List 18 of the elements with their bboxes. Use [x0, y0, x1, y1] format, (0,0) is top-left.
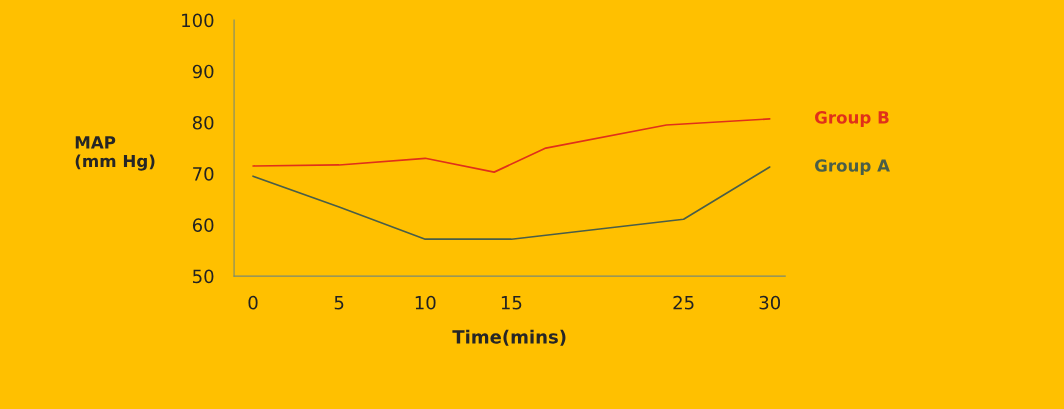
x-tick-label: 25 — [673, 295, 694, 310]
x-tick-label: 0 — [248, 295, 258, 310]
y-tick-label: 70 — [193, 167, 214, 181]
y-tick-label: 60 — [192, 218, 214, 232]
x-tick-label: 30 — [759, 295, 781, 310]
line-series — [252, 118, 771, 173]
y-tick-label: 50 — [193, 269, 214, 284]
y-tick-label: 90 — [192, 64, 214, 79]
y-axis-title: MAP (mm Hg) — [75, 136, 155, 171]
x-tick-label: 15 — [501, 296, 522, 310]
text: Group A — [815, 159, 890, 176]
line-series — [252, 166, 771, 241]
x-tick-label: 5 — [334, 296, 344, 310]
text: Group B — [815, 111, 889, 127]
x-tick-label: 10 — [415, 295, 436, 310]
x-axis-title: Time(mins) — [452, 329, 566, 346]
y-tick-label: 80 — [192, 115, 214, 130]
y-tick-label: 100 — [182, 13, 214, 28]
